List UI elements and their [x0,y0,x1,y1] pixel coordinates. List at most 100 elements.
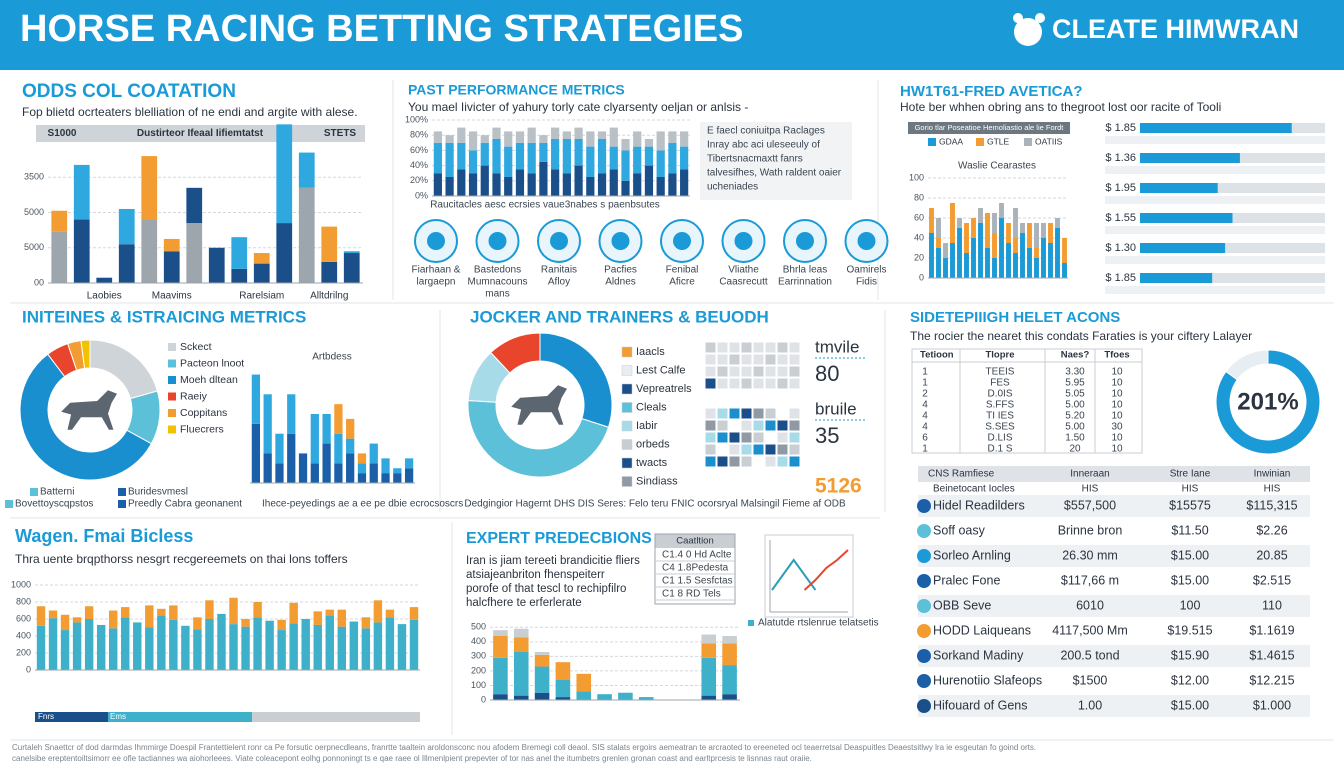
bar-segment [325,615,334,670]
grid-cell [788,341,801,354]
bar-segment [385,617,395,670]
bar-segment [445,142,454,177]
column-header: Dustirteor Ifeaal Iifiemtatst [137,128,264,139]
table-subheader: HIS [1082,484,1099,495]
bar-segment [1048,223,1053,243]
y-tick-label: 400 [471,636,486,646]
table-cell: 5.20 [1065,411,1085,422]
bar [1140,153,1240,163]
bar-segment [51,231,68,283]
footer-text: Curtaleh Snaettcr of dod darmdas Ihmmirg… [12,743,1036,752]
bar-segment [936,248,941,278]
row-dot [917,499,931,513]
bar-segment [346,418,355,439]
dividers [10,80,1334,741]
grid-cell [788,353,801,366]
bar-segment [644,146,654,166]
bar-segment [1013,208,1018,238]
panel-title: JOCKER AND TRAINERS & BEUODH [470,307,769,326]
bar-segment [978,208,983,223]
grid-cell [728,341,741,354]
bar-segment [1013,253,1018,278]
table-cell: 110 [1262,598,1282,612]
legend-label: Iaacls [636,346,665,358]
bar-segment [1020,233,1025,278]
legend-swatch [168,425,176,434]
grid-cell [740,455,753,468]
table-cell: $557,500 [1064,498,1116,512]
legend-label: OATIIS [1035,136,1063,146]
chart-caption: Waslie Cearastes [958,161,1036,172]
table-cell: 5.95 [1065,378,1085,389]
grid-cell [740,365,753,378]
bar-segment [978,223,983,278]
grid-cell [764,353,777,366]
table-cell: $15.00 [1171,548,1209,562]
panel-title: ODDS COL COATATION [22,81,236,102]
bar-segment [60,614,70,631]
icon-label: Aficre [669,277,695,288]
table-header: Tetioon [920,350,954,361]
legend-strip [108,712,252,722]
grid-cell [728,443,741,456]
bar-segment [373,600,383,623]
grid-cell [704,341,717,354]
bar-segment [480,165,489,196]
bar-segment [492,127,501,139]
bar-segment [205,619,214,670]
legend-label: Iabir [636,420,658,432]
legend-label: Fluecrers [180,423,224,435]
bar-segment [253,602,262,618]
y-tick-label: 20 [914,252,924,262]
y-tick-label: 0% [415,190,428,200]
bar-segment [51,210,68,232]
bar-segment [999,203,1004,218]
table-cell: 10 [1111,444,1123,455]
grid-cell [716,353,729,366]
table-cell: 4 [922,400,928,411]
legend-label: Batterni [40,487,74,498]
bar-segment [108,610,118,629]
legend-strip [35,712,108,722]
bar-segment [433,142,442,174]
icon-label: Vliathe [728,265,759,276]
bar-segment [936,218,941,238]
legend-swatch [168,359,176,368]
bar-segment [409,607,419,620]
table-cell: 10 [1111,433,1123,444]
bar-segment [638,697,654,700]
y-tick-label: $ 1.55 [1105,212,1136,224]
legend-label: GDAA [939,136,963,146]
bar-segment [597,694,612,700]
bar-segment [504,131,513,147]
table-cell: OBB Seve [933,598,991,612]
y-tick-label: $ 1.30 [1105,242,1136,254]
grid-cell [704,419,717,432]
bar-segment [957,218,962,228]
legend-swatch [30,488,38,496]
legend-swatch [621,476,633,487]
table-cell: TEEIS [986,367,1015,378]
panel-subtitle: You mael Iivicter of yahury torly cate c… [408,100,748,114]
y-tick-label: 60% [410,145,428,155]
bar-segment [157,615,166,670]
icon-label: Afloy [548,277,570,288]
bar-segment [277,630,286,670]
bar-segment [96,624,106,670]
bar-segment [609,146,618,170]
x-tick-label: Rarelsiam [239,291,284,302]
grid-cell [704,407,717,420]
bar-segment [992,258,997,278]
bar-segment [513,695,529,700]
legend-swatch [118,500,126,508]
bar-segment [1034,258,1039,278]
table-cell: 100 [1180,598,1201,612]
grid-cell [776,407,789,420]
bar-segment [322,414,331,444]
bar-segment [1027,223,1032,248]
bar-segment [701,643,717,658]
bar-segment [992,213,997,233]
bar-segment [551,169,560,196]
bar-segment [586,177,595,196]
